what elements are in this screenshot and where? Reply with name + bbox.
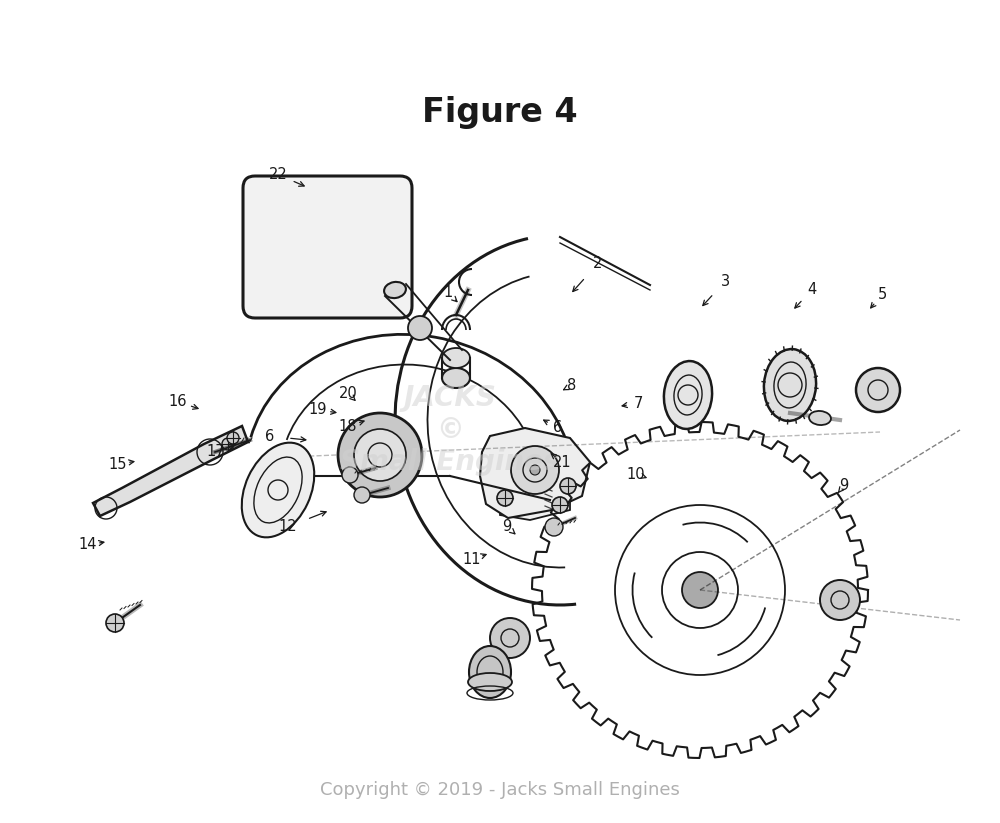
- Text: 10: 10: [627, 467, 645, 481]
- Text: 19: 19: [309, 402, 327, 417]
- Text: 3: 3: [720, 274, 730, 289]
- Circle shape: [534, 468, 550, 484]
- Text: 5: 5: [877, 287, 887, 302]
- Ellipse shape: [442, 368, 470, 388]
- Text: Copyright © 2019 - Jacks Small Engines: Copyright © 2019 - Jacks Small Engines: [320, 781, 680, 799]
- Text: 4: 4: [807, 282, 817, 297]
- Text: 2: 2: [593, 256, 603, 271]
- Circle shape: [545, 518, 563, 536]
- Text: 16: 16: [169, 394, 187, 409]
- Text: 12: 12: [279, 519, 297, 534]
- Text: 7: 7: [633, 396, 643, 411]
- Circle shape: [338, 413, 422, 497]
- Text: 6: 6: [553, 421, 563, 435]
- Circle shape: [530, 465, 540, 475]
- Circle shape: [552, 497, 568, 513]
- Text: JACKS
©
Small Engines: JACKS © Small Engines: [340, 384, 560, 477]
- Ellipse shape: [468, 673, 512, 691]
- Ellipse shape: [664, 361, 712, 429]
- Circle shape: [820, 580, 860, 620]
- Polygon shape: [480, 428, 590, 518]
- Ellipse shape: [384, 282, 406, 298]
- Text: 17: 17: [207, 444, 225, 458]
- Polygon shape: [93, 426, 248, 516]
- Ellipse shape: [809, 411, 831, 425]
- Circle shape: [106, 614, 124, 632]
- Text: 9: 9: [502, 519, 512, 534]
- Text: Figure 4: Figure 4: [422, 95, 578, 128]
- Circle shape: [342, 467, 358, 483]
- Ellipse shape: [442, 348, 470, 368]
- Text: 22: 22: [269, 167, 287, 182]
- Circle shape: [354, 487, 370, 503]
- Circle shape: [856, 368, 900, 412]
- Circle shape: [682, 572, 718, 608]
- Circle shape: [511, 446, 559, 494]
- Text: 15: 15: [109, 457, 127, 472]
- Text: 9: 9: [839, 478, 849, 493]
- Text: 6: 6: [265, 429, 275, 444]
- Text: 18: 18: [339, 419, 357, 434]
- Text: 1: 1: [443, 286, 453, 300]
- Circle shape: [497, 490, 513, 506]
- Text: 21: 21: [553, 455, 571, 470]
- Polygon shape: [500, 480, 570, 520]
- Circle shape: [408, 316, 432, 340]
- Ellipse shape: [469, 646, 511, 698]
- Text: 14: 14: [79, 537, 97, 552]
- Circle shape: [560, 478, 576, 494]
- FancyBboxPatch shape: [243, 176, 412, 318]
- Ellipse shape: [242, 443, 314, 537]
- Circle shape: [354, 429, 406, 481]
- Circle shape: [222, 438, 234, 450]
- Text: 20: 20: [339, 386, 357, 401]
- Ellipse shape: [764, 349, 816, 421]
- Circle shape: [490, 618, 530, 658]
- Text: 8: 8: [567, 378, 577, 393]
- Text: 11: 11: [463, 552, 481, 567]
- Circle shape: [227, 432, 239, 444]
